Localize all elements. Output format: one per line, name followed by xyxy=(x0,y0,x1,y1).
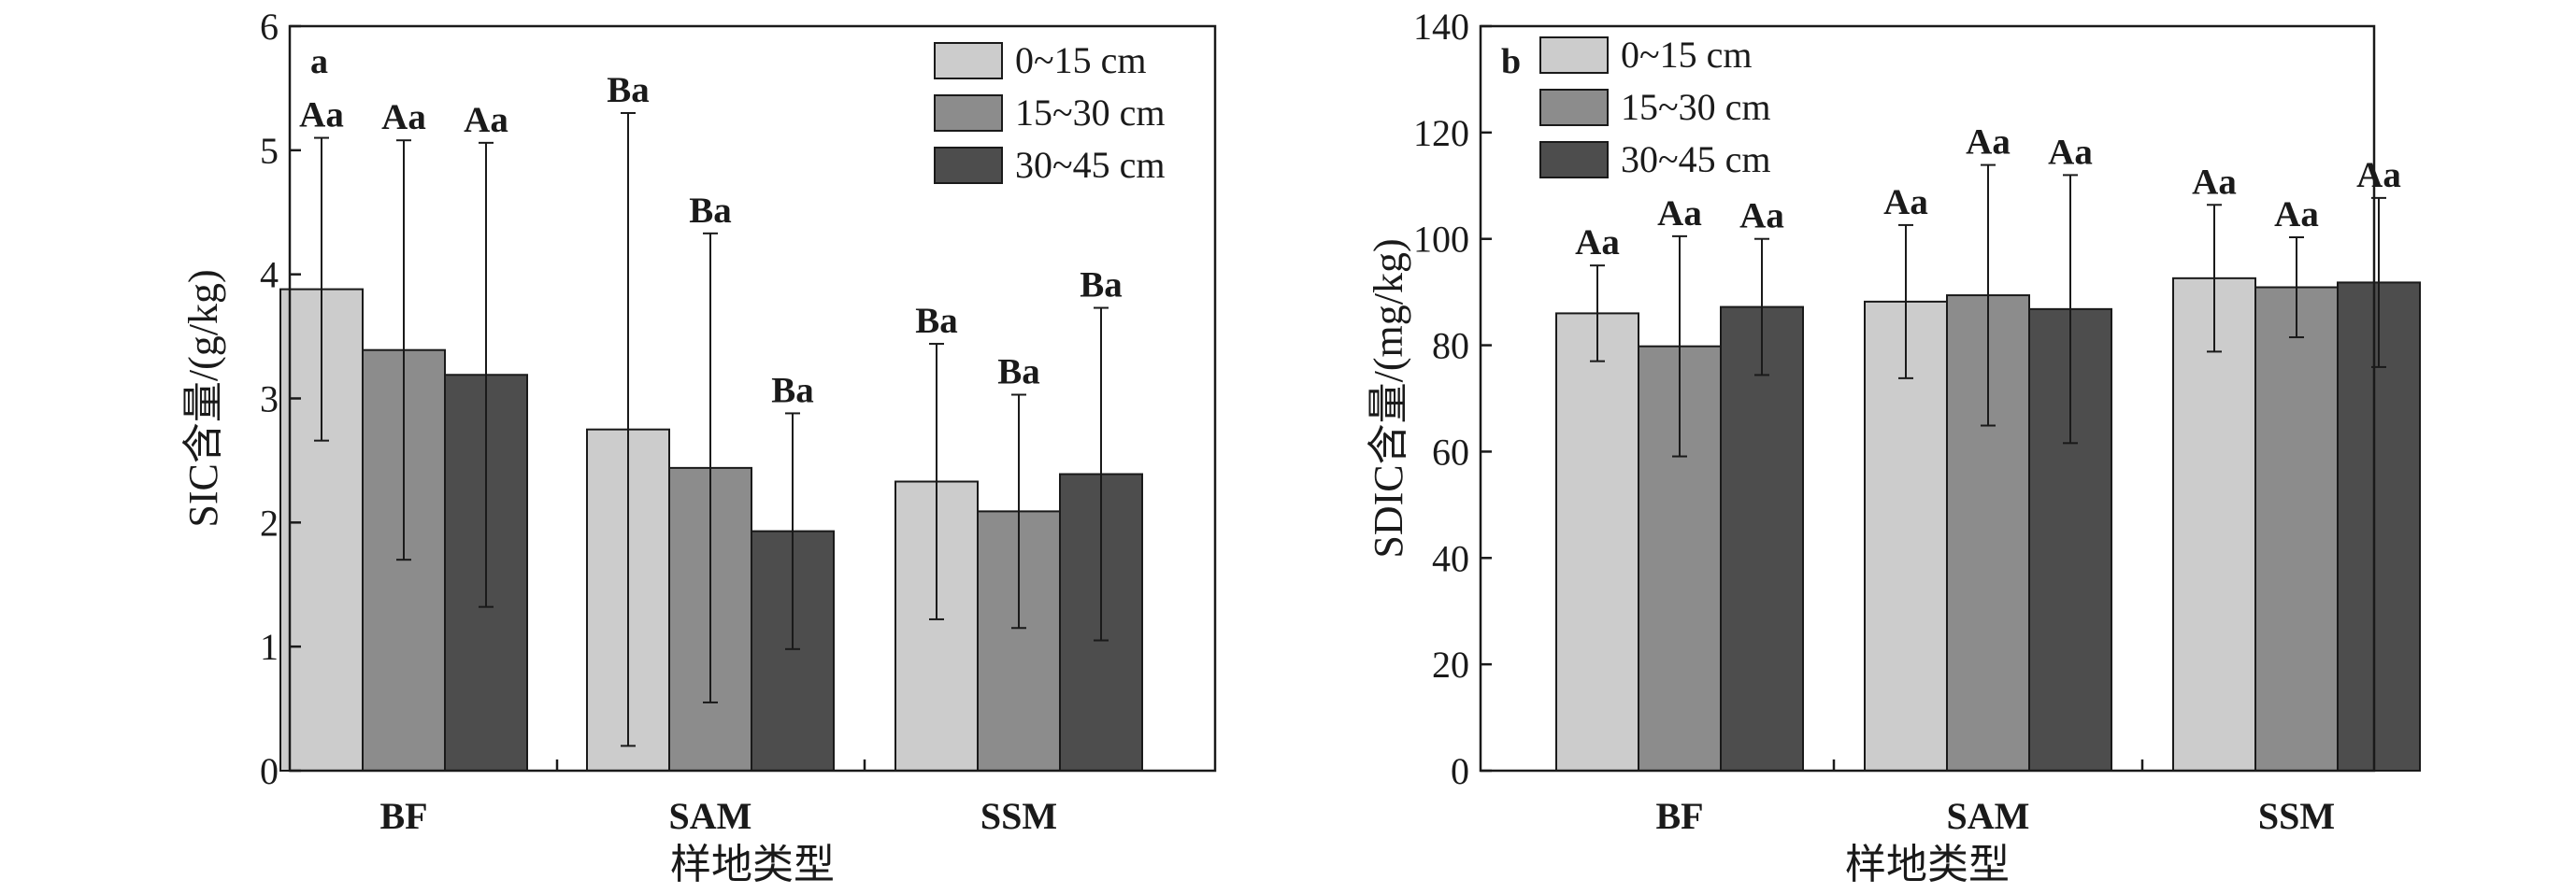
y-tick-label: 1 xyxy=(260,626,279,668)
y-tick-label: 0 xyxy=(1451,750,1469,792)
significance-label: Aa xyxy=(1883,182,1928,222)
y-tick-label: 5 xyxy=(260,130,279,172)
significance-label: Aa xyxy=(1575,222,1620,263)
panel-letter: a xyxy=(310,42,328,81)
significance-label: Ba xyxy=(915,301,958,341)
x-tick-label: SSM xyxy=(980,795,1057,837)
y-tick-label: 60 xyxy=(1432,431,1469,473)
y-tick-label: 2 xyxy=(260,502,279,544)
x-tick-label: SSM xyxy=(2258,795,2335,837)
legend-swatch xyxy=(934,42,1003,79)
panel-letter: b xyxy=(1501,42,1521,81)
legend-swatch xyxy=(1539,89,1609,126)
significance-label: Ba xyxy=(1080,265,1123,305)
significance-label: Aa xyxy=(1739,196,1784,236)
significance-label: Aa xyxy=(2356,155,2401,195)
significance-label: Ba xyxy=(689,191,732,231)
bar-ssm-2 xyxy=(2254,286,2339,772)
bar-bf-3 xyxy=(1720,305,1804,772)
y-tick-label: 140 xyxy=(1413,6,1469,48)
significance-label: Ba xyxy=(997,352,1040,392)
legend-label: 15~30 cm xyxy=(1015,92,1166,134)
legend-label: 0~15 cm xyxy=(1621,34,1753,76)
significance-label: Ba xyxy=(771,370,814,410)
legend-swatch xyxy=(934,94,1003,132)
x-tick-label: BF xyxy=(1655,795,1703,837)
y-tick-label: 40 xyxy=(1432,537,1469,579)
x-axis-title: 样地类型 xyxy=(670,842,835,887)
y-tick-label: 0 xyxy=(260,750,279,792)
legend-label: 0~15 cm xyxy=(1015,39,1147,81)
legend-label: 30~45 cm xyxy=(1015,144,1166,186)
y-axis-title: SIC含量/(g/kg) xyxy=(180,269,226,527)
legend-swatch xyxy=(934,147,1003,184)
legend-swatch xyxy=(1539,141,1609,178)
y-tick-label: 4 xyxy=(260,254,279,296)
y-tick-label: 20 xyxy=(1432,644,1469,686)
legend: 0~15 cm 15~30 cm 30~45 cm xyxy=(1539,34,1771,180)
bar-bf-1 xyxy=(1555,312,1639,772)
legend-label: 15~30 cm xyxy=(1621,86,1771,128)
y-tick-label: 100 xyxy=(1413,219,1469,261)
significance-label: Aa xyxy=(1966,122,2011,163)
x-tick-label: SAM xyxy=(1947,795,2030,837)
significance-label: Aa xyxy=(2048,132,2093,172)
significance-label: Ba xyxy=(607,70,650,110)
bar-ssm-1 xyxy=(2172,277,2256,772)
significance-label: Aa xyxy=(2274,194,2319,234)
y-tick-label: 80 xyxy=(1432,325,1469,367)
y-tick-label: 3 xyxy=(260,378,279,420)
chart-panel-a: Aa Aa Aa BF Ba Ba Ba SAM Ba Ba Ba SSM 0 1 2 3 4 5 6a 样地类型 SI… xyxy=(180,6,1217,887)
legend-swatch xyxy=(1539,36,1609,74)
y-tick-label: 120 xyxy=(1413,112,1469,154)
x-tick-label: BF xyxy=(379,795,427,837)
significance-label: Aa xyxy=(299,95,344,135)
significance-label: Aa xyxy=(2192,162,2237,202)
significance-label: Aa xyxy=(1657,193,1702,234)
plot-frame xyxy=(1479,24,2376,773)
y-tick-label: 6 xyxy=(260,6,279,48)
legend-label: 30~45 cm xyxy=(1621,138,1771,180)
y-axis-title: SDIC含量/(mg/kg) xyxy=(1366,238,1411,558)
legend: 0~15 cm 15~30 cm 30~45 cm xyxy=(934,39,1166,186)
significance-label: Aa xyxy=(464,100,508,140)
chart-panel-b: Aa Aa Aa BF Aa Aa Aa SAM Aa Aa Aa SSM 0 20 40 60 80 100 12… xyxy=(1366,6,2421,887)
x-tick-label: SAM xyxy=(669,795,752,837)
significance-label: Aa xyxy=(381,97,426,137)
x-axis-title: 样地类型 xyxy=(1845,842,2010,887)
